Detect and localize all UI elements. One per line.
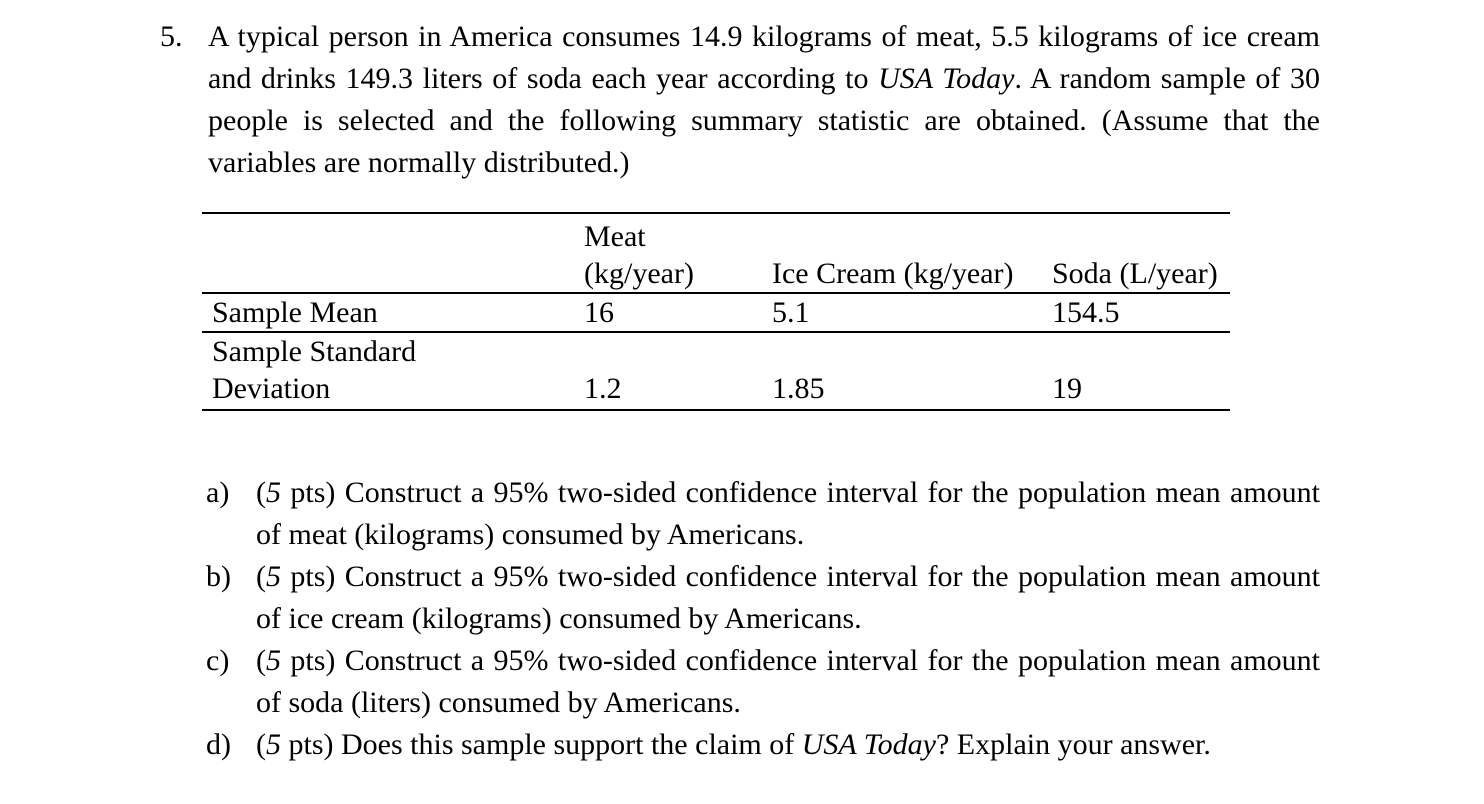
part-label: d) (206, 728, 231, 761)
part-text: (5 pts) Construct a 95% two-sided confid… (256, 476, 1320, 551)
cell-meat: 1.2 (584, 372, 622, 405)
question-part-b: b) (5 pts) Construct a 95% two-sided con… (206, 556, 1320, 640)
source-name: USA Today (878, 62, 1015, 95)
problem-number: 5. (160, 20, 183, 53)
row-label: Sample Mean (212, 296, 378, 329)
question-parts: a) (5 pts) Construct a 95% two-sided con… (206, 472, 1320, 766)
header-soda: Soda (L/year) (1052, 257, 1218, 290)
question-part-c: c) (5 pts) Construct a 95% two-sided con… (206, 640, 1320, 724)
summary-statistics-table: Meat (kg/year) Ice Cream (kg/year) Soda (… (202, 212, 1230, 411)
cell-ice-cream: 5.1 (772, 296, 810, 329)
table-row: Sample Mean 16 5.1 154.5 (202, 293, 1230, 332)
part-text: (5 pts) Construct a 95% two-sided confid… (256, 644, 1320, 719)
part-label: b) (206, 560, 231, 593)
question-part-a: a) (5 pts) Construct a 95% two-sided con… (206, 472, 1320, 556)
problem-text: A typical person in America consumes 14.… (208, 20, 1320, 179)
part-label: a) (206, 476, 230, 509)
part-text: (5 pts) Does this sample support the cla… (256, 728, 1211, 761)
cell-soda: 19 (1052, 372, 1082, 405)
table-header-row: Meat (kg/year) Ice Cream (kg/year) Soda (… (202, 213, 1230, 293)
table-row: Sample Standard Deviation 1.2 1.85 19 (202, 332, 1230, 410)
part-text: (5 pts) Construct a 95% two-sided confid… (256, 560, 1320, 635)
problem-statement: 5. A typical person in America consumes … (160, 16, 1320, 184)
part-label: c) (206, 644, 230, 677)
cell-soda: 154.5 (1052, 296, 1120, 329)
cell-ice-cream: 1.85 (772, 372, 825, 405)
header-meat: Meat (kg/year) (584, 220, 694, 290)
header-ice-cream: Ice Cream (kg/year) (772, 257, 1014, 290)
source-name: USA Today (801, 728, 936, 761)
row-label: Sample Standard Deviation (212, 335, 417, 405)
question-part-d: d) (5 pts) Does this sample support the … (206, 724, 1320, 766)
header-empty-cell (202, 213, 574, 293)
cell-meat: 16 (584, 296, 614, 329)
